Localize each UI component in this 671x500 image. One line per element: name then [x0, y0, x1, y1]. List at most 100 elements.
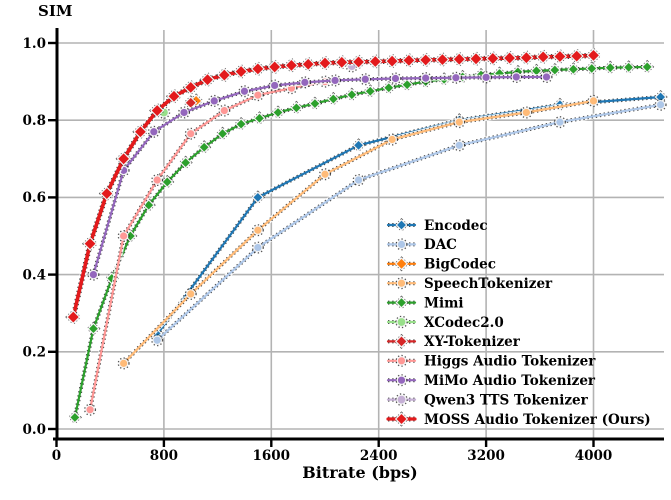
marker-circle	[396, 278, 407, 288]
marker-circle	[387, 134, 397, 145]
legend-item-higgs-audio-tokenizer: Higgs Audio Tokenizer	[385, 354, 596, 370]
marker-diamond	[569, 49, 584, 64]
marker-dotted-edge	[395, 315, 408, 329]
marker-circle	[152, 335, 162, 346]
marker-circle	[360, 74, 371, 85]
marker-diamond	[317, 56, 333, 71]
axes: 0 800 1600 2400 3200 4000 0.0 0.2 0.4 0.6 0.8 1.0	[23, 28, 664, 464]
marker-circle	[85, 404, 95, 415]
x-axis-title: Bitrate (bps)	[302, 463, 418, 482]
marker-diamond	[99, 186, 114, 201]
marker-dotted-edge	[117, 357, 130, 370]
marker-diamond	[401, 78, 414, 91]
marker-dotted-edge	[117, 229, 130, 242]
marker-circle	[269, 80, 280, 91]
marker-dotted-edge	[395, 277, 408, 290]
marker-diamond	[351, 54, 366, 69]
marker-diamond	[68, 411, 81, 424]
marker-diamond	[364, 85, 377, 98]
marker-diamond	[66, 310, 81, 325]
series-speechtokenizer	[117, 94, 600, 370]
marker-circle	[396, 355, 407, 366]
marker-diamond	[234, 64, 249, 79]
marker-diamond	[394, 412, 409, 426]
marker-circle	[655, 99, 666, 110]
marker-diamond	[395, 218, 408, 232]
marker-diamond	[179, 156, 192, 169]
legend-label: BigCodec	[424, 257, 496, 273]
legend-item-dac: DAC	[385, 237, 457, 253]
marker-diamond	[200, 72, 215, 87]
marker-dotted-edge	[184, 287, 197, 300]
x-tick-label: 0	[52, 448, 61, 464]
legend-item-speechtokenizer: SpeechTokenizer	[385, 276, 553, 292]
series-mimi	[67, 59, 655, 425]
marker-diamond	[452, 52, 467, 67]
legend-label: XY-Tokenizer	[424, 334, 521, 350]
marker-circle	[300, 77, 310, 88]
marker-diamond	[150, 103, 165, 118]
y-tick-label: 0.4	[23, 267, 47, 283]
marker-diamond	[622, 61, 635, 74]
marker-circle	[320, 169, 330, 180]
marker-circle	[588, 96, 599, 106]
series-dac	[151, 98, 667, 347]
marker-diamond	[604, 61, 617, 74]
marker-dotted-edge	[184, 127, 197, 140]
marker-diamond	[183, 80, 198, 95]
marker-diamond	[368, 54, 383, 69]
marker-dotted-edge	[151, 334, 164, 347]
marker-circle	[219, 105, 230, 116]
marker-circle	[88, 269, 99, 280]
marker-diamond	[394, 257, 409, 271]
marker-circle	[511, 72, 522, 82]
marker-circle	[253, 225, 263, 236]
marker-diamond	[250, 61, 265, 76]
marker-dotted-edge	[319, 168, 332, 181]
y-tick-label: 0.6	[23, 190, 47, 206]
marker-diamond	[586, 48, 601, 63]
marker-diamond	[395, 296, 408, 309]
legend-label: Encodec	[424, 218, 488, 234]
marker-diamond	[552, 49, 567, 64]
marker-diamond	[83, 236, 98, 251]
marker-dotted-edge	[395, 238, 408, 251]
marker-diamond	[284, 58, 299, 73]
marker-diamond	[216, 127, 229, 140]
marker-diamond	[641, 60, 654, 73]
legend-label: Qwen3 TTS Tokenizer	[424, 392, 589, 408]
line-core	[92, 75, 548, 276]
marker-diamond	[271, 106, 285, 119]
legend-item-xy-tokenizer: XY-Tokenizer	[385, 333, 521, 350]
legend-label: MOSS Audio Tokenizer (Ours)	[424, 412, 651, 428]
marker-diamond	[253, 112, 266, 125]
legend-item-moss-audio-tokenizer-ours: MOSS Audio Tokenizer (Ours)	[384, 411, 651, 428]
marker-dotted-edge	[395, 354, 408, 367]
marker-circle	[481, 72, 491, 83]
legend-label: Higgs Audio Tokenizer	[424, 354, 596, 370]
marker-diamond	[382, 81, 395, 94]
marker-circle	[179, 107, 189, 118]
marker-circle	[454, 140, 465, 151]
marker-diamond	[251, 191, 264, 204]
marker-dotted-edge	[117, 164, 130, 177]
marker-diamond	[308, 97, 321, 110]
y-tick-label: 1.0	[23, 36, 47, 52]
marker-diamond	[116, 151, 131, 166]
marker-circle	[253, 242, 263, 253]
x-tick-label: 2400	[360, 448, 398, 464]
marker-diamond	[585, 62, 598, 75]
marker-diamond	[519, 50, 534, 65]
marker-diamond	[161, 175, 174, 189]
legend-item-mimi: Mimi	[385, 295, 464, 311]
legend-item-encodec: Encodec	[385, 218, 488, 234]
marker-circle	[239, 86, 250, 97]
marker-diamond	[385, 54, 400, 69]
marker-dotted-edge	[395, 374, 408, 387]
legend-item-bigcodec: BigCodec	[385, 256, 496, 273]
marker-diamond	[502, 51, 517, 66]
marker-dotted-edge	[151, 174, 164, 187]
marker-diamond	[352, 139, 365, 152]
marker-diamond	[468, 51, 484, 66]
